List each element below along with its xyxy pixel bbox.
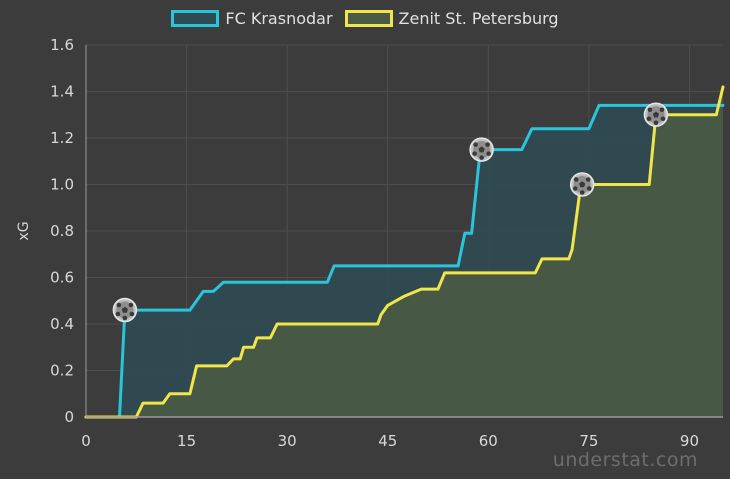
y-tick-labels: 0 0.2 0.4 0.6 0.8 1.0 1.2 1.4 1.6 bbox=[50, 36, 74, 426]
ball-patch-2 bbox=[472, 151, 477, 156]
ball-center-patch bbox=[579, 181, 586, 188]
legend-item-zenit[interactable]: Zenit St. Petersburg bbox=[344, 9, 559, 28]
goal-marker-krasnodar-0 bbox=[112, 297, 138, 323]
goal-markers bbox=[112, 102, 669, 323]
series-lines bbox=[84, 85, 725, 419]
line-zenit bbox=[84, 85, 725, 419]
goal-marker-zenit-0 bbox=[569, 172, 595, 197]
ball-center-patch bbox=[652, 111, 660, 118]
ball-patch-1 bbox=[659, 107, 665, 113]
x-tick-label-6: 90 bbox=[680, 432, 699, 450]
y-tick-label-1: 0.2 bbox=[50, 362, 74, 380]
ball-patch-4 bbox=[122, 315, 128, 321]
y-tick-label-0: 0 bbox=[64, 408, 74, 426]
ball-patch-3 bbox=[129, 311, 135, 317]
ball-patch-1 bbox=[485, 142, 490, 147]
y-tick-label-8: 1.6 bbox=[50, 36, 74, 54]
x-tick-label-2: 30 bbox=[278, 432, 297, 450]
ball-patch-4 bbox=[479, 155, 484, 160]
ball-patch-0 bbox=[573, 177, 579, 182]
ball-patch-2 bbox=[572, 186, 578, 191]
ball-patch-0 bbox=[473, 142, 478, 147]
ball-patch-1 bbox=[128, 302, 134, 308]
y-tick-label-6: 1.2 bbox=[50, 129, 74, 147]
ball-patch-3 bbox=[486, 151, 491, 156]
ball-center-patch bbox=[478, 146, 485, 153]
y-tick-label-5: 1.0 bbox=[50, 176, 74, 194]
legend-label-krasnodar: FC Krasnodar bbox=[225, 9, 333, 28]
ball-patch-2 bbox=[115, 311, 121, 317]
x-tick-label-5: 75 bbox=[579, 432, 598, 450]
x-tick-label-4: 60 bbox=[479, 432, 498, 450]
legend-item-krasnodar[interactable]: FC Krasnodar bbox=[171, 9, 333, 28]
ball-center-patch bbox=[121, 306, 128, 313]
ball-patch-0 bbox=[647, 107, 653, 113]
series-areas bbox=[86, 86, 723, 418]
y-tick-label-4: 0.8 bbox=[50, 222, 74, 240]
x-tick-label-0: 0 bbox=[81, 432, 91, 450]
goal-marker-krasnodar-1 bbox=[469, 137, 494, 162]
y-tick-label-2: 0.4 bbox=[50, 315, 74, 333]
y-tick-label-3: 0.6 bbox=[50, 269, 74, 287]
axes bbox=[85, 45, 723, 418]
legend-swatch-zenit bbox=[344, 10, 393, 27]
x-tick-label-3: 45 bbox=[378, 432, 397, 450]
area-zenit bbox=[86, 86, 723, 418]
ball-patch-0 bbox=[116, 302, 122, 308]
ball-patch-1 bbox=[585, 177, 591, 182]
legend-swatch-krasnodar bbox=[171, 10, 220, 27]
y-tick-label-7: 1.4 bbox=[50, 83, 74, 101]
x-tick-label-1: 15 bbox=[177, 432, 196, 450]
legend: FC Krasnodar Zenit St. Petersburg bbox=[0, 9, 730, 28]
ball-patch-4 bbox=[653, 120, 659, 126]
goal-marker-krasnodar-2 bbox=[643, 102, 669, 127]
legend-label-zenit: Zenit St. Petersburg bbox=[398, 9, 559, 28]
ball-patch-4 bbox=[579, 190, 585, 195]
ball-patch-3 bbox=[586, 186, 592, 191]
ball-patch-3 bbox=[660, 116, 666, 122]
ball-patch-2 bbox=[646, 116, 652, 122]
line-krasnodar bbox=[84, 103, 725, 419]
x-tick-labels: 0 15 30 45 60 75 90 bbox=[81, 432, 699, 450]
y-axis-label: xG bbox=[16, 221, 32, 240]
watermark: understat.com bbox=[552, 449, 698, 471]
